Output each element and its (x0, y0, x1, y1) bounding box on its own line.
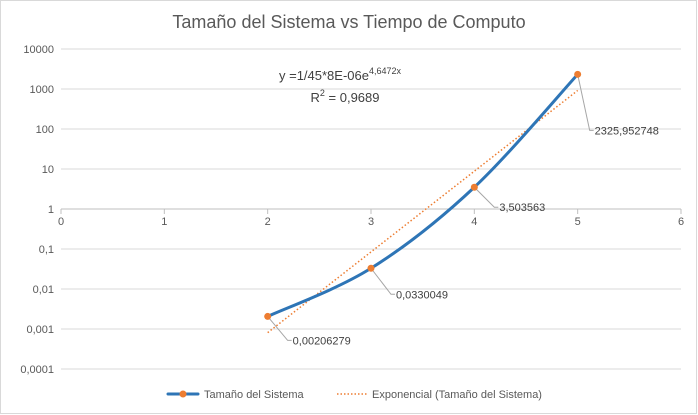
x-tick-label: 2 (265, 216, 271, 228)
data-label: 0,0330049 (396, 289, 448, 301)
y-axis-ticks: 10000 1000 100 10 1 0,1 0,01 0,001 0,0001 (20, 44, 54, 376)
data-point-marker (264, 312, 272, 320)
y-tick-label: 0,01 (33, 284, 54, 296)
data-label-leader (577, 74, 594, 131)
x-axis-ticks: 0 1 2 3 4 5 6 (58, 209, 684, 228)
data-label-leader (267, 316, 292, 341)
y-tick-label: 10000 (23, 44, 54, 56)
data-label-leader (473, 186, 499, 208)
y-tick-label: 0,1 (39, 244, 54, 256)
data-label-leaders (267, 74, 594, 341)
data-labels: 0,00206279 0,0330049 3,503563 2325,952748 (293, 125, 659, 347)
data-label-leader (370, 267, 395, 295)
legend: Tamaño del Sistema Exponencial (Tamaño d… (166, 389, 542, 401)
data-label: 3,503563 (499, 202, 545, 214)
equation-exponent: 4,6472x (369, 66, 402, 76)
y-tick-label: 0,0001 (20, 364, 54, 376)
data-label: 2325,952748 (595, 125, 659, 137)
data-label: 0,00206279 (293, 335, 351, 347)
r2-exponent: 2 (320, 88, 325, 98)
y-tick-label: 1000 (30, 84, 54, 96)
trendline (267, 89, 579, 334)
trendline-equation: y =1/45*8E-06e4,6472x (279, 66, 402, 83)
x-tick-label: 3 (368, 216, 374, 228)
x-tick-label: 6 (678, 216, 684, 228)
x-tick-label: 4 (471, 216, 477, 228)
x-tick-label: 0 (58, 216, 64, 228)
r2-prefix: R (311, 90, 320, 105)
x-tick-label: 5 (575, 216, 581, 228)
data-point-marker (574, 70, 582, 78)
r2-value: = 0,9689 (325, 90, 380, 105)
legend-swatch-marker (179, 390, 187, 398)
y-tick-label: 1 (48, 204, 54, 216)
equation-prefix: y =1/45*8E-06e (279, 68, 369, 83)
r-squared: R2 = 0,9689 (311, 88, 380, 105)
data-point-marker (470, 183, 478, 191)
series-markers (264, 70, 582, 320)
data-point-marker (367, 264, 375, 272)
y-tick-label: 100 (36, 124, 54, 136)
gridlines (61, 48, 681, 370)
legend-label-trendline: Exponencial (Tamaño del Sistema) (372, 389, 542, 401)
legend-label-series: Tamaño del Sistema (204, 389, 305, 401)
x-tick-label: 1 (161, 216, 167, 228)
y-tick-label: 10 (42, 164, 54, 176)
chart-title: Tamaño del Sistema vs Tiempo de Computo (172, 12, 525, 32)
y-tick-label: 0,001 (26, 324, 54, 336)
series-line (266, 72, 580, 318)
